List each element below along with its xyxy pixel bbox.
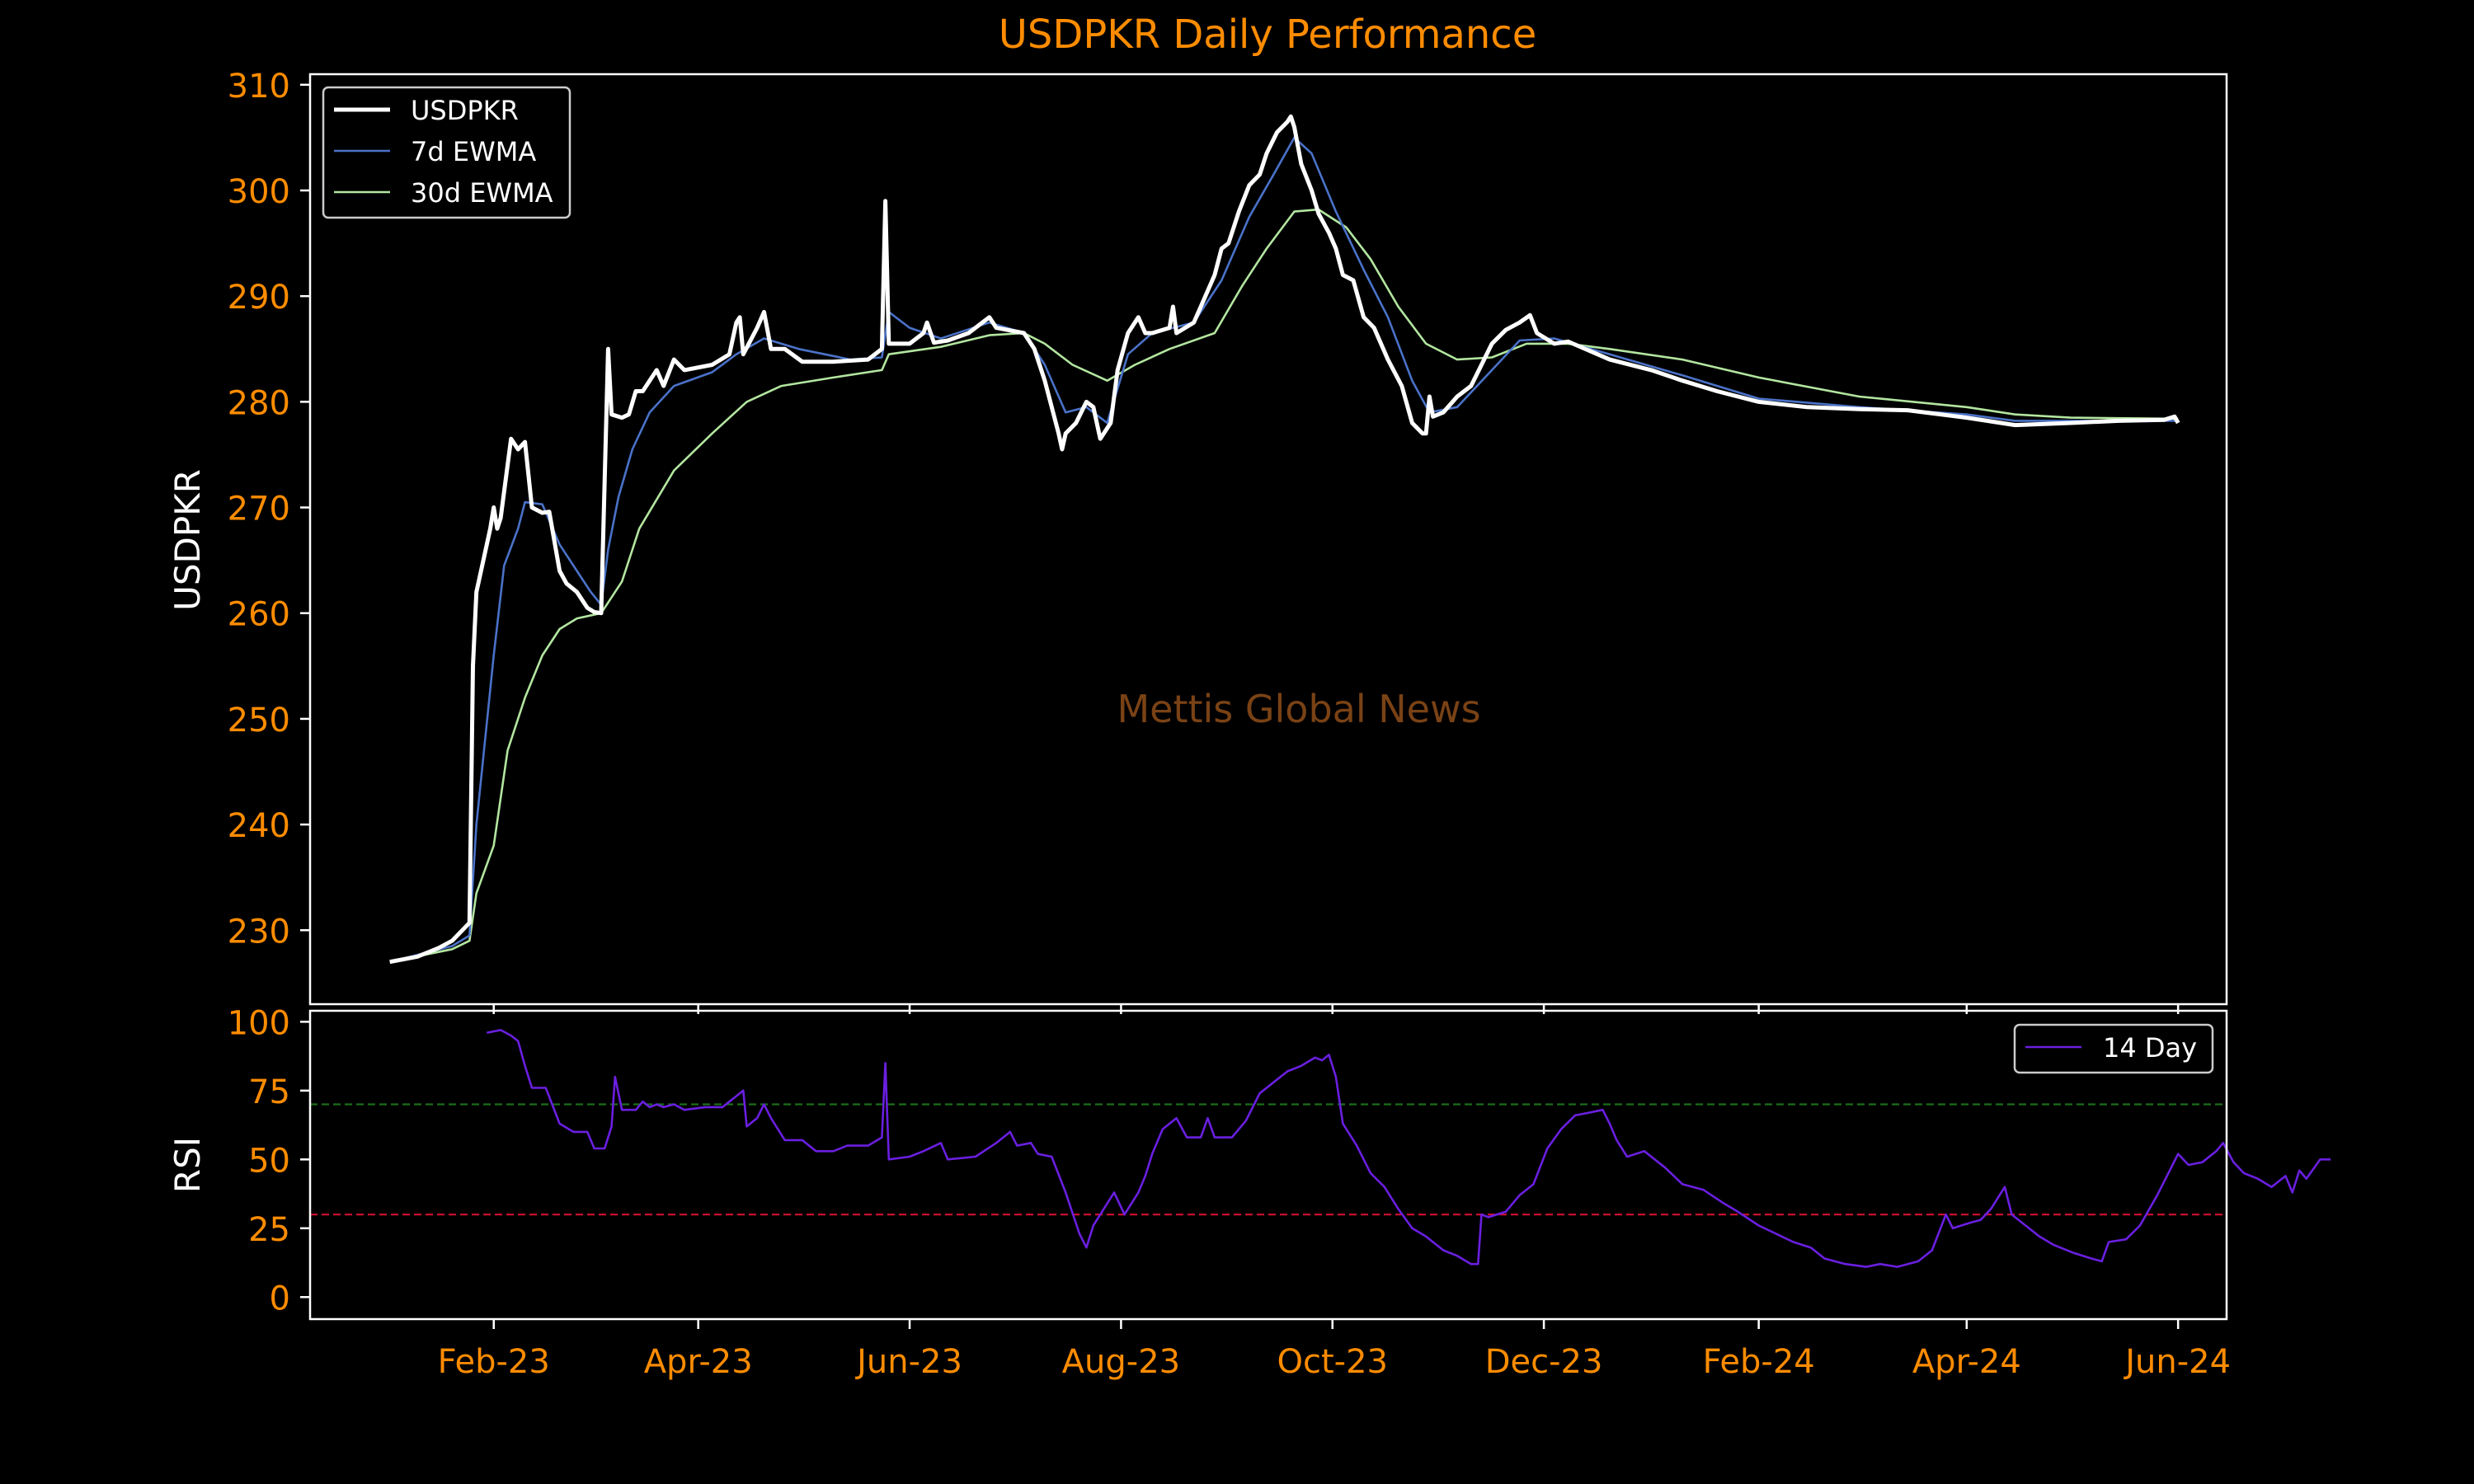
rsi-y-tick-label: 100 <box>228 1004 290 1042</box>
x-tick-label: Dec-23 <box>1485 1343 1603 1381</box>
price-y-tick-label: 300 <box>228 173 290 211</box>
x-tick-label: Jun-23 <box>854 1343 962 1381</box>
price-y-tick-label: 250 <box>228 702 290 740</box>
chart-title: USDPKR Daily Performance <box>999 12 1536 58</box>
x-tick-label: Apr-23 <box>644 1343 753 1381</box>
x-tick-label: Jun-24 <box>2123 1343 2231 1381</box>
legend-label-7d-ewma: 7d EWMA <box>411 136 536 167</box>
legend-label-usdpkr: USDPKR <box>411 95 519 126</box>
rsi-y-tick-label: 50 <box>248 1142 290 1180</box>
price-legend: USDPKR 7d EWMA 30d EWMA <box>322 86 571 219</box>
rsi-reference-lines <box>310 1103 2227 1216</box>
rsi-ylabel: RSI <box>167 1137 208 1193</box>
price-y-tick-label: 290 <box>228 279 290 317</box>
x-tick-label: Oct-23 <box>1277 1343 1388 1381</box>
x-axis-ticks: Feb-23 Apr-23 Jun-23 Aug-23 Oct-23 Dec-23 Feb-… <box>438 1004 2231 1381</box>
rsi-y-tick-label: 0 <box>270 1280 290 1317</box>
price-y-tick-label: 270 <box>228 491 290 528</box>
rsi-y-tick-label: 25 <box>248 1211 290 1249</box>
price-plot-frame <box>308 73 2228 1006</box>
price-y-tick-label: 240 <box>228 807 290 845</box>
rsi-plot-frame <box>308 1009 2228 1321</box>
rsi-y-ticks: 0 25 50 75 100 <box>228 1004 310 1317</box>
watermark: Mettis Global News <box>1117 687 1480 731</box>
rsi-legend-box <box>2013 1023 2214 1074</box>
price-y-tick-label: 260 <box>228 596 290 634</box>
rsi-legend: 14 Day <box>2013 1023 2214 1074</box>
x-tick-label: Feb-24 <box>1703 1343 1815 1381</box>
price-y-ticks: 230 240 250 260 270 280 290 300 310 <box>228 68 310 951</box>
price-y-tick-label: 230 <box>228 913 290 951</box>
price-series <box>389 114 2180 965</box>
rsi-series-line <box>487 1029 2331 1268</box>
rsi-panel: 0 25 50 75 100 RSI Feb-23 Apr-23 Jun-23 Aug-23 O… <box>167 1004 2331 1381</box>
rsi-series <box>487 1029 2331 1268</box>
price-series-line-usdpkr <box>389 114 2180 965</box>
price-ylabel: USDPKR <box>167 469 208 611</box>
price-legend-box <box>322 86 571 219</box>
x-tick-label: Apr-24 <box>1912 1343 2021 1381</box>
x-tick-label: Aug-23 <box>1062 1343 1180 1381</box>
price-panel: Mettis Global News 230 240 250 260 270 280 290… <box>167 68 2228 1006</box>
price-y-tick-label: 280 <box>228 384 290 422</box>
legend-label-30d-ewma: 30d EWMA <box>411 177 553 209</box>
legend-label-14-day: 14 Day <box>2103 1032 2197 1064</box>
rsi-y-tick-label: 75 <box>248 1073 290 1111</box>
x-tick-label: Feb-23 <box>438 1343 550 1381</box>
price-y-tick-label: 310 <box>228 68 290 106</box>
